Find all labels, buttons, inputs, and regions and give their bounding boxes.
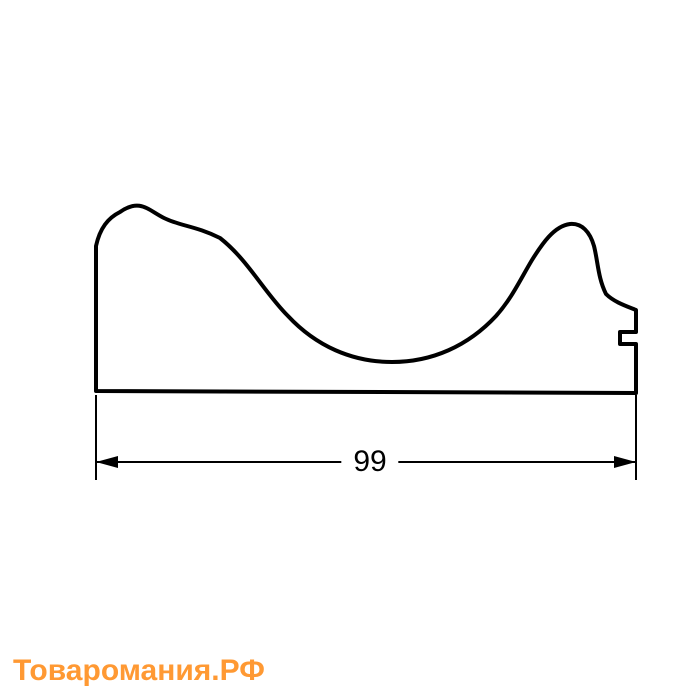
profile-drawing bbox=[0, 0, 700, 700]
dimension-arrow-right bbox=[614, 456, 636, 468]
molding-profile-outline bbox=[96, 206, 636, 393]
diagram-canvas: 99 Товаромания.РФ bbox=[0, 0, 700, 700]
dimension-arrow-left bbox=[96, 456, 118, 468]
watermark-text: Товаромания.РФ bbox=[13, 654, 265, 688]
dimension-value-label: 99 bbox=[341, 445, 398, 479]
